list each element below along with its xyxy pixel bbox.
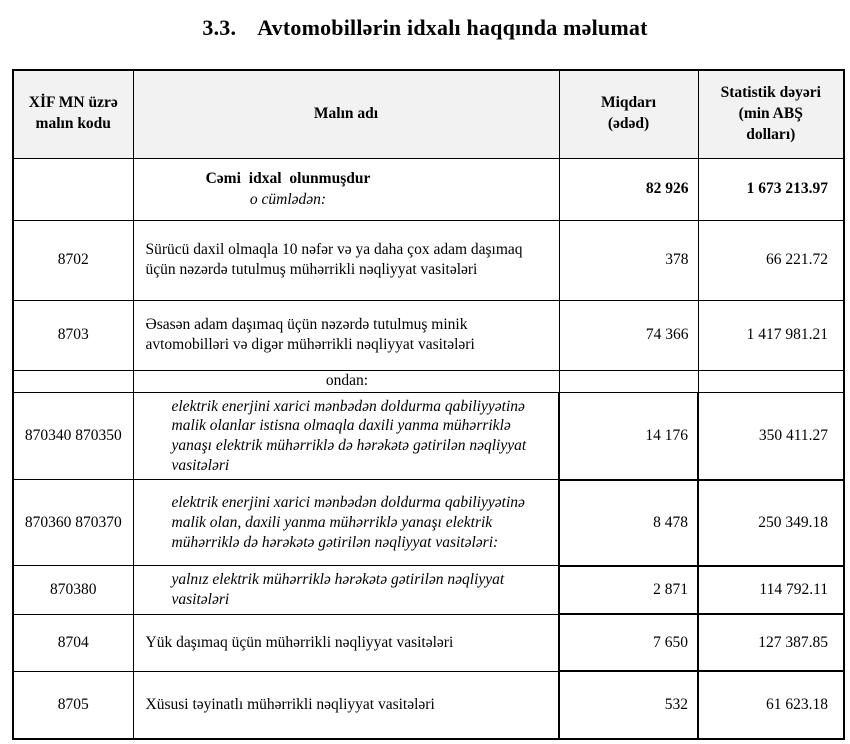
quantity-cell bbox=[558, 369, 699, 393]
title-text: Avtomobillərin idxalı haqqında məlumat bbox=[257, 15, 648, 40]
col-header-value: Statistik dəyəri (min ABŞ dolları) bbox=[697, 69, 845, 159]
import-table: XİF MN üzrə malın kodu Malın adı Miqdarı… bbox=[12, 69, 845, 741]
product-name: elektrik enerjini xarici mənbədən doldur… bbox=[171, 494, 525, 551]
product-name-sub: o cümlədən: bbox=[249, 190, 327, 208]
name-cell: Yük daşımaq üçün mühərrikli nəqliyyat va… bbox=[132, 613, 560, 672]
table-row: ondan: bbox=[12, 369, 845, 393]
product-name: Xüsusi təyinatlı mühərrikli nəqliyyat va… bbox=[145, 695, 435, 713]
value-cell: 61 623.18 bbox=[697, 670, 845, 740]
name-cell: ondan: bbox=[132, 369, 560, 393]
table-row: 870360 870370 elektrik enerjini xarici mə… bbox=[12, 478, 845, 567]
code-cell: 870380 bbox=[12, 565, 134, 615]
product-name: Yük daşımaq üçün mühərrikli nəqliyyat va… bbox=[145, 633, 454, 651]
code-cell: 870340 870350 bbox=[12, 391, 134, 481]
value-cell: 350 411.27 bbox=[697, 391, 845, 481]
table-row: 8702 Sürücü daxil olmaqla 10 nəfər və ya … bbox=[12, 219, 845, 301]
value-cell bbox=[697, 369, 845, 393]
name-cell: yalnız elektrik mühərriklə hərəkətə gəti… bbox=[132, 565, 560, 615]
quantity-cell: 82 926 bbox=[558, 157, 699, 221]
name-cell: Xüsusi təyinatlı mühərrikli nəqliyyat va… bbox=[132, 670, 560, 740]
quantity-cell: 7 650 bbox=[558, 613, 699, 672]
name-cell: Sürücü daxil olmaqla 10 nəfər və ya daha… bbox=[132, 219, 560, 301]
table-row: 8704 Yük daşımaq üçün mühərrikli nəqliyya… bbox=[12, 613, 845, 672]
quantity-cell: 14 176 bbox=[558, 391, 699, 481]
value-cell: 66 221.72 bbox=[697, 219, 845, 301]
col-header-qty: Miqdarı (ədəd) bbox=[558, 69, 699, 159]
col-header-code: XİF MN üzrə malın kodu bbox=[12, 69, 134, 159]
col-header-name: Malın adı bbox=[132, 69, 560, 159]
value-cell: 127 387.85 bbox=[697, 613, 845, 672]
value-cell: 1 673 213.97 bbox=[697, 157, 845, 221]
table-row: 870340 870350 elektrik enerjini xarici mə… bbox=[12, 391, 845, 481]
table-row: 8703 Əsasən adam daşımaq üçün nəzərdə tut… bbox=[12, 299, 845, 371]
value-cell: 250 349.18 bbox=[697, 478, 845, 567]
quantity-cell: 532 bbox=[558, 670, 699, 740]
value-cell: 114 792.11 bbox=[697, 564, 845, 615]
product-name: yalnız elektrik mühərriklə hərəkətə gəti… bbox=[171, 571, 505, 608]
page-title: 3.3. Avtomobillərin idxalı haqqında məlum… bbox=[0, 0, 850, 41]
quantity-cell: 378 bbox=[558, 219, 699, 301]
quantity-cell: 8 478 bbox=[558, 478, 699, 567]
product-name: Sürücü daxil olmaqla 10 nəfər və ya daha… bbox=[145, 241, 523, 278]
code-cell: 8704 bbox=[12, 613, 134, 672]
product-name: elektrik enerjini xarici mənbədən doldur… bbox=[171, 397, 527, 474]
title-number: 3.3. bbox=[202, 15, 237, 40]
name-cell: elektrik enerjini xarici mənbədən doldur… bbox=[132, 391, 560, 481]
name-cell: Cəmi idxal olunmuşdur o cümlədən: bbox=[132, 157, 560, 221]
quantity-cell: 2 871 bbox=[558, 564, 699, 615]
table-row: 8705 Xüsusi təyinatlı mühərrikli nəqliyya… bbox=[12, 670, 845, 740]
header-row: XİF MN üzrə malın kodu Malın adı Miqdarı… bbox=[12, 69, 845, 159]
code-cell: 8702 bbox=[12, 219, 134, 301]
code-cell: 8703 bbox=[12, 299, 134, 371]
product-name: Cəmi idxal olunmuşdur bbox=[205, 169, 371, 187]
name-cell: elektrik enerjini xarici mənbədən doldur… bbox=[132, 479, 560, 567]
value-cell: 1 417 981.21 bbox=[697, 299, 845, 371]
quantity-cell: 74 366 bbox=[558, 299, 699, 371]
product-name: Əsasən adam daşımaq üçün nəzərdə tutulmu… bbox=[145, 316, 475, 353]
product-name: ondan: bbox=[325, 372, 369, 390]
code-cell bbox=[12, 369, 134, 393]
name-cell: Əsasən adam daşımaq üçün nəzərdə tutulmu… bbox=[132, 299, 560, 371]
table-body: Cəmi idxal olunmuşdur o cümlədən: 82 926 1 … bbox=[12, 157, 845, 740]
table-row: Cəmi idxal olunmuşdur o cümlədən: 82 926 1 … bbox=[12, 157, 845, 221]
code-cell: 8705 bbox=[12, 670, 134, 740]
code-cell: 870360 870370 bbox=[12, 479, 134, 567]
table-row: 870380 yalnız elektrik mühərriklə hərəkət… bbox=[12, 564, 845, 615]
code-cell bbox=[12, 157, 134, 221]
